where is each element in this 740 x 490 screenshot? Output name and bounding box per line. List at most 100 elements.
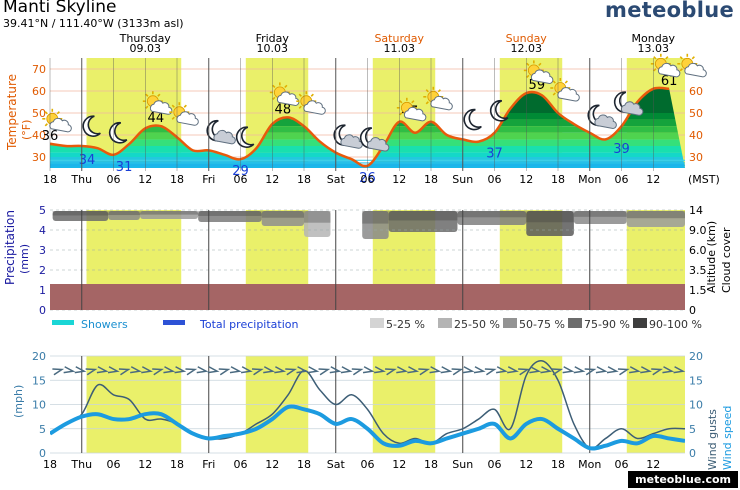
- day-date-4: 13.03: [638, 42, 670, 55]
- sun-cloud-icon: [523, 60, 554, 84]
- legend-cloud-label: 25-50 %: [454, 318, 500, 331]
- arrow-chevron: [573, 366, 586, 374]
- arrow-chevron: [185, 368, 198, 376]
- temp-label-min: 34: [79, 153, 96, 168]
- time-tick-label: 06: [361, 173, 375, 186]
- wind-tick-right: 10: [689, 399, 703, 412]
- cloud-band-core: [362, 211, 389, 224]
- arrow-chevron: [429, 366, 442, 374]
- sun-ray: [653, 56, 657, 60]
- cloud-shape: [657, 62, 681, 78]
- wind-tick-left: 0: [39, 447, 46, 460]
- cloud-band-core: [108, 211, 140, 216]
- sun-cloud-icon: [650, 53, 681, 78]
- sun-ray: [411, 100, 415, 104]
- wind-direction-arrow-icon: [285, 368, 298, 376]
- day-name-2: Saturday: [374, 32, 424, 45]
- temperature-line: [50, 86, 670, 168]
- sun-ray: [298, 93, 302, 97]
- wind-direction-arrow-icon: [240, 366, 253, 374]
- cloud-band-core: [198, 211, 262, 216]
- arrow-chevron: [63, 366, 76, 374]
- cloud-band: [52, 211, 109, 221]
- sun-cloud-icon: [396, 97, 427, 122]
- arrow-chevron: [462, 366, 475, 374]
- arrow-chevron: [540, 366, 553, 374]
- day-date-2: 11.03: [384, 42, 416, 55]
- wind-direction-arrow-icon: [329, 366, 342, 374]
- temp-label-max: 48: [275, 102, 292, 117]
- arrow-chevron: [451, 368, 464, 376]
- cloud-band: [362, 211, 389, 239]
- cloud-shape: [276, 91, 300, 106]
- legend-showers-swatch: [52, 320, 74, 325]
- wind-tick-left: 10: [32, 399, 46, 412]
- wind-direction-arrow-icon: [529, 366, 542, 374]
- brand-footer: meteoblue.com: [628, 471, 738, 488]
- precip-axis-unit: (mm): [18, 244, 31, 274]
- altitude-tick-right: 3.5: [689, 264, 707, 277]
- wind-direction-arrow-icon: [617, 368, 630, 376]
- wind-direction-arrow-icon: [340, 366, 353, 374]
- sun-ray: [310, 93, 314, 97]
- wind-direction-arrow-icon: [562, 366, 575, 374]
- moon-shape: [463, 108, 482, 131]
- legend-cloud-label: 50-75 %: [519, 318, 565, 331]
- wind-direction-arrow-icon: [362, 366, 375, 374]
- wind-time-tick-label: 18: [551, 458, 565, 471]
- cloud-shape: [403, 106, 427, 122]
- arrow-chevron: [74, 366, 87, 374]
- cloud-band: [573, 211, 627, 224]
- sun-ray: [526, 62, 530, 67]
- wind-direction-arrow-icon: [152, 368, 164, 376]
- sun-ray: [272, 96, 276, 101]
- arrow-chevron: [351, 368, 364, 376]
- wind-direction-arrow-icon: [451, 368, 464, 376]
- sun-ray: [425, 101, 429, 105]
- wind-gusts-axis-title: Wind gusts: [706, 409, 719, 470]
- sun-ray: [564, 80, 568, 84]
- time-tick-label: 06: [488, 173, 502, 186]
- moon-shape: [108, 121, 128, 144]
- wind-direction-arrow-icon: [207, 366, 220, 374]
- wind-tick-left: 20: [32, 350, 46, 363]
- arrow-chevron: [85, 368, 98, 376]
- wind-time-tick-label: 12: [646, 458, 660, 471]
- sun-cloud-icon: [677, 53, 707, 78]
- cloud-shape: [176, 111, 199, 126]
- wind-direction-arrow-icon: [374, 366, 386, 374]
- arrow-chevron: [606, 366, 619, 374]
- temp-axis-unit: (°F): [20, 120, 33, 140]
- arrow-chevron: [52, 368, 65, 376]
- wind-direction-arrow-icon: [52, 368, 65, 376]
- wind-direction-arrow-icon: [96, 366, 109, 374]
- legend-cloud-label: 90-100 %: [649, 318, 702, 331]
- wind-gust-line: [50, 360, 685, 450]
- precip-tick-left: 5: [39, 204, 46, 217]
- sun-ray: [552, 92, 556, 96]
- arrow-chevron: [118, 368, 131, 376]
- time-tick-label: 12: [519, 173, 533, 186]
- wind-direction-arrow-icon: [196, 366, 209, 374]
- altitude-axis-title: Altitude (km): [705, 221, 718, 293]
- wind-direction-arrow-icon: [296, 366, 309, 374]
- wind-direction-arrow-icon: [640, 366, 653, 374]
- arrow-chevron: [296, 366, 309, 374]
- arrow-chevron: [396, 366, 409, 374]
- time-tick-label: 18: [424, 173, 438, 186]
- precip-tick-left: 0: [39, 304, 46, 317]
- wind-time-tick-label: Sun: [452, 458, 473, 471]
- arrow-chevron: [107, 366, 120, 374]
- wind-direction-arrow-icon: [473, 366, 486, 374]
- legend-cloud-label: 5-25 %: [386, 318, 425, 331]
- arrow-chevron: [374, 366, 386, 374]
- time-tick-label: Thu: [70, 173, 92, 186]
- precip-tick-left: 3: [39, 244, 46, 257]
- moon-shape: [235, 126, 255, 148]
- arrow-chevron: [662, 366, 675, 374]
- cloud-shape: [340, 134, 363, 149]
- wind-direction-arrow-icon: [429, 366, 442, 374]
- sun-ray: [44, 123, 48, 127]
- sun-ray: [171, 104, 175, 108]
